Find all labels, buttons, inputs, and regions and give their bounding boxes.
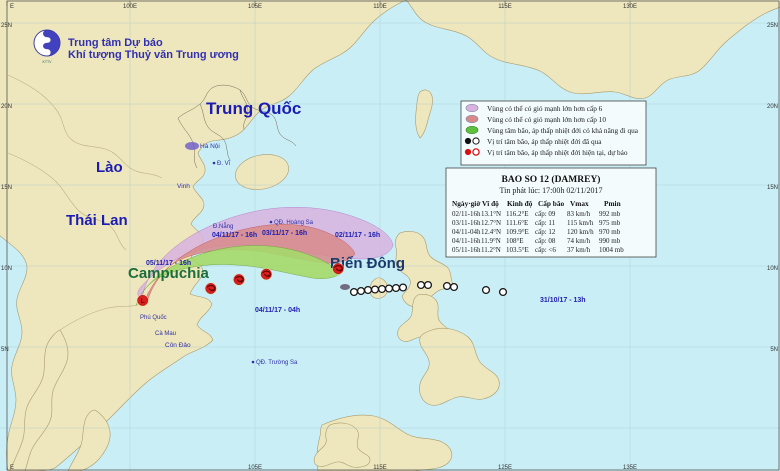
svg-text:5N: 5N	[770, 347, 778, 353]
svg-text:100E: 100E	[123, 4, 137, 10]
svg-text:E: E	[10, 465, 14, 471]
svg-text:Ngày·giờ: Ngày·giờ	[452, 199, 480, 208]
svg-text:116.2°E: 116.2°E	[506, 210, 529, 218]
svg-text:105E: 105E	[248, 4, 262, 10]
svg-text:5N: 5N	[1, 347, 9, 353]
svg-text:03/11/17 - 16h: 03/11/17 - 16h	[262, 230, 307, 237]
svg-text:cấp: 12: cấp: 12	[535, 228, 556, 236]
svg-text:990 mb: 990 mb	[599, 237, 621, 245]
svg-text:83 km/h: 83 km/h	[567, 210, 591, 218]
svg-text:Vĩ độ: Vĩ độ	[482, 199, 499, 208]
svg-text:12.4°N: 12.4°N	[481, 228, 501, 236]
svg-text:Vmax: Vmax	[570, 199, 589, 208]
svg-text:cấp: 09: cấp: 09	[535, 210, 556, 218]
svg-text:130E: 130E	[623, 4, 637, 10]
svg-text:04/11/17 - 16h: 04/11/17 - 16h	[212, 232, 257, 239]
svg-text:02/11-16h: 02/11-16h	[452, 210, 481, 218]
svg-text:Vùng có thể có gió mạnh lớn hơ: Vùng có thể có gió mạnh lớn hơn cấp 10	[487, 115, 606, 124]
svg-text:108°E: 108°E	[506, 237, 524, 245]
svg-text:125E: 125E	[498, 465, 512, 471]
svg-text:Pmin: Pmin	[604, 199, 621, 208]
svg-text:Trung tâm Dự báo: Trung tâm Dự báo	[68, 37, 163, 49]
svg-text:Đ. Vĩ: Đ. Vĩ	[217, 161, 231, 167]
svg-text:cấp: 08: cấp: 08	[535, 237, 556, 245]
svg-text:Khí tượng Thuỷ văn Trung ương: Khí tượng Thuỷ văn Trung ương	[68, 49, 239, 61]
svg-text:cấp: 11: cấp: 11	[535, 219, 556, 227]
svg-text:11.9°N: 11.9°N	[481, 237, 501, 245]
svg-text:1004 mb: 1004 mb	[599, 246, 624, 254]
svg-text:111.6°E: 111.6°E	[506, 219, 528, 227]
svg-text:115 km/h: 115 km/h	[567, 219, 594, 227]
svg-text:105E: 105E	[248, 465, 262, 471]
svg-text:Hà Nội: Hà Nội	[200, 143, 220, 150]
svg-text:Lào: Lào	[96, 159, 123, 176]
svg-text:Tin phát lúc: 17:00h 02/11/201: Tin phát lúc: 17:00h 02/11/2017	[500, 186, 603, 195]
svg-text:37 km/h: 37 km/h	[567, 246, 591, 254]
svg-text:05/11/17 - 16h: 05/11/17 - 16h	[146, 260, 191, 267]
svg-text:74 km/h: 74 km/h	[567, 237, 591, 245]
svg-text:Côn Đảo: Côn Đảo	[165, 342, 191, 349]
svg-text:12.7°N: 12.7°N	[481, 219, 501, 227]
svg-text:Kinh độ: Kinh độ	[507, 199, 533, 208]
svg-text:20N: 20N	[767, 104, 778, 110]
svg-text:Campuchia: Campuchia	[128, 265, 210, 282]
svg-text:Cấp bão: Cấp bão	[538, 199, 565, 208]
svg-text:04/11-16h: 04/11-16h	[452, 237, 481, 245]
svg-text:20N: 20N	[1, 104, 12, 110]
svg-text:11.2°N: 11.2°N	[481, 246, 501, 254]
svg-text:10N: 10N	[1, 266, 12, 272]
svg-text:25N: 25N	[1, 23, 12, 29]
svg-text:25N: 25N	[767, 23, 778, 29]
svg-text:04/11-04h: 04/11-04h	[452, 228, 481, 236]
svg-text:Phú Quốc: Phú Quốc	[140, 315, 167, 321]
svg-text:15N: 15N	[1, 185, 12, 191]
svg-text:02/11/17 - 16h: 02/11/17 - 16h	[335, 232, 380, 239]
svg-text:03/11-16h: 03/11-16h	[452, 219, 481, 227]
svg-text:109.9°E: 109.9°E	[506, 228, 529, 236]
svg-text:Vị trí tâm bão, áp thấp nhiệt: Vị trí tâm bão, áp thấp nhiệt đới hiện t…	[487, 148, 628, 157]
svg-text:135E: 135E	[623, 465, 637, 471]
svg-text:992 mb: 992 mb	[599, 210, 621, 218]
svg-text:970 mb: 970 mb	[599, 228, 621, 236]
svg-text:115E: 115E	[373, 465, 387, 471]
svg-text:15N: 15N	[767, 185, 778, 191]
svg-text:QĐ. Hoàng Sa: QĐ. Hoàng Sa	[274, 220, 314, 226]
svg-text:BAO SO 12 (DAMREY): BAO SO 12 (DAMREY)	[502, 174, 601, 185]
svg-text:Đ.Nẵng: Đ.Nẵng	[213, 223, 233, 230]
svg-text:115E: 115E	[498, 4, 512, 10]
svg-text:31/10/17 - 13h: 31/10/17 - 13h	[540, 297, 586, 304]
svg-text:QĐ. Trường Sa: QĐ. Trường Sa	[256, 360, 298, 366]
svg-text:KTTV: KTTV	[43, 60, 53, 64]
svg-text:Vùng có thể có gió mạnh lớn hơ: Vùng có thể có gió mạnh lớn hơn cấp 6	[487, 104, 603, 113]
svg-text:04/11/17 - 04h: 04/11/17 - 04h	[255, 307, 300, 314]
svg-text:13.1°N: 13.1°N	[481, 210, 501, 218]
svg-text:Thái Lan: Thái Lan	[66, 212, 128, 229]
svg-text:05/11-16h: 05/11-16h	[452, 246, 481, 254]
svg-text:Trung Quốc: Trung Quốc	[206, 99, 301, 118]
svg-text:120 km/h: 120 km/h	[567, 228, 594, 236]
svg-text:103.5°E: 103.5°E	[506, 246, 529, 254]
svg-text:10N: 10N	[767, 266, 778, 272]
svg-text:Cà Mau: Cà Mau	[155, 331, 176, 337]
svg-text:Vùng tâm bão, áp thấp nhiệt đớ: Vùng tâm bão, áp thấp nhiệt đới có khả n…	[487, 126, 639, 135]
svg-text:Vinh: Vinh	[177, 183, 190, 190]
svg-text:E: E	[10, 4, 14, 10]
svg-text:Vị trí tâm bão, áp thấp nhiệt: Vị trí tâm bão, áp thấp nhiệt đới đã qua	[487, 137, 602, 146]
svg-text:975 mb: 975 mb	[599, 219, 621, 227]
svg-text:cấp: <6: cấp: <6	[535, 246, 556, 254]
svg-text:110E: 110E	[373, 4, 387, 10]
